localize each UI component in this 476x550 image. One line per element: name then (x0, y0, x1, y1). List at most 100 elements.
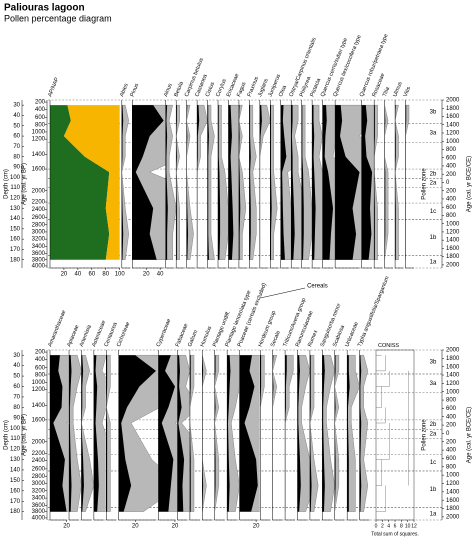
taxon-label: Tilia (382, 85, 392, 97)
taxon-area (301, 105, 304, 260)
x-tick-label: 20 (253, 524, 260, 530)
taxon-area (347, 355, 350, 512)
depth-tick-label: 80 (13, 405, 20, 411)
depth-tick-label: 70 (13, 395, 20, 401)
taxon-area (291, 105, 295, 260)
age-ce-tick-label: 1800 (446, 506, 460, 512)
x-tick-label: 40 (75, 272, 82, 278)
taxon-label: Rumex (307, 329, 319, 348)
exaggeration-area (249, 105, 257, 260)
age-ce-tick-label: 800 (446, 464, 457, 470)
age-bp-tick-label: 3400 (32, 244, 46, 250)
age-bp-tick-label: 3000 (32, 230, 46, 236)
taxon-label: Olea (278, 84, 288, 98)
taxon-label: Betula (173, 80, 185, 98)
depth-tick-label: 100 (10, 175, 21, 181)
taxon-area (165, 105, 168, 260)
exaggeration-area (260, 355, 265, 512)
x-tick-label: 80 (102, 272, 109, 278)
taxon-label: Cichorieae (116, 321, 131, 348)
depth-tick-label: 110 (10, 185, 20, 191)
taxon-label: Alnus (163, 83, 174, 98)
taxon-label: Humulus (200, 325, 214, 348)
taxon-label: Vitis (403, 86, 413, 98)
age-bp-tick-label: 2800 (32, 474, 46, 480)
taxon-label: Fagus (236, 81, 247, 98)
taxon-area (228, 105, 234, 260)
age-ce-tick-label: 200 (446, 172, 457, 178)
taxon-area (361, 105, 373, 260)
x-tick-label: 20 (63, 524, 70, 530)
age-ce-tick-label: 400 (446, 414, 457, 420)
depth-tick-label: 150 (10, 226, 21, 232)
exaggeration-area (165, 105, 177, 260)
age-bp-tick-label: 2400 (32, 207, 46, 213)
age-ce-tick-label: 1600 (446, 114, 460, 120)
zone-name: 1c (430, 460, 436, 466)
depth-tick-label: 30 (13, 353, 20, 359)
taxon-area (297, 355, 301, 512)
taxon-area (270, 105, 272, 260)
exaggeration-area (405, 105, 410, 260)
zone-name: 1b (430, 235, 437, 241)
x-tick-label: 20 (61, 272, 68, 278)
exaggeration-area (272, 355, 278, 512)
age-bp-tick-label: 600 (35, 115, 46, 121)
age-bp-tick-label: 1600 (32, 167, 46, 173)
age-bp-tick-label: 400 (35, 357, 46, 363)
taxon-label: Amaranthaceae (47, 309, 67, 347)
age-bp-tick-label: 800 (35, 122, 46, 128)
zone-name: 1a (430, 511, 437, 517)
taxon-label: Galium (187, 329, 199, 348)
coniss-tick-label: 4 (387, 523, 390, 529)
depth-tick-label: 50 (13, 374, 20, 380)
taxon-area (285, 355, 287, 512)
age-ce-tick-label: 1200 (446, 131, 460, 137)
taxon-area (132, 105, 164, 260)
x-tick-label: 40 (157, 272, 164, 278)
taxon-area (309, 355, 312, 512)
age-bp-tick-label: 200 (35, 100, 46, 106)
exaggeration-area (322, 355, 335, 512)
exaggeration-area (384, 105, 389, 260)
age-bp-tick-label: 3400 (32, 496, 46, 502)
zone-name: 2a (430, 432, 437, 438)
depth-tick-label: 80 (13, 154, 20, 160)
exaggeration-area (176, 105, 180, 260)
age-ce-tick-label: 200 (446, 423, 457, 429)
depth-tick-label: 60 (13, 384, 20, 390)
exaggeration-area (297, 355, 310, 512)
age-bp-tick-label: 4000 (32, 264, 46, 270)
taxon-area (81, 355, 84, 512)
taxon-area (322, 355, 325, 512)
taxon-area (239, 355, 258, 512)
depth-tick-label: 130 (10, 206, 21, 212)
taxon-area (186, 105, 189, 260)
age-bp-tick-label: 1600 (32, 417, 46, 423)
age-ce-tick-label: 1800 (446, 254, 460, 260)
age-ce-tick-label: 1000 (446, 221, 460, 227)
age-ce-tick-label: 1200 (446, 381, 460, 387)
coniss-tick-label: 6 (394, 523, 397, 529)
age-ce-tick-label: 800 (446, 398, 457, 404)
taxon-area (197, 105, 200, 260)
exaggeration-area (214, 355, 220, 512)
chart-title: Paliouras lagoon (4, 3, 85, 14)
depth-tick-label: 130 (10, 457, 21, 463)
age-bp-tick-label: 1200 (32, 387, 46, 393)
depth-tick-label: 160 (10, 237, 21, 243)
exaggeration-area (285, 355, 294, 512)
coniss-tick-label: 12 (411, 523, 417, 529)
age-ce-tick-label: 600 (446, 456, 457, 462)
coniss-axis-label: Total sum of squares. (371, 531, 419, 537)
taxon-label: Secale (270, 330, 282, 348)
age-ce-tick-label: 1800 (446, 356, 460, 362)
depth-tick-label: 100 (10, 426, 21, 432)
age-ce-tick-label: 800 (446, 213, 457, 219)
age-bp-tick-label: 2000 (32, 439, 46, 445)
age-ce-tick-label: 2000 (446, 98, 460, 104)
age-bp-tick-label: 3600 (32, 503, 46, 509)
taxon-label: Cistus (205, 81, 216, 98)
depth-tick-label: 50 (13, 123, 20, 129)
age-bp-tick-label: 1400 (32, 152, 46, 158)
